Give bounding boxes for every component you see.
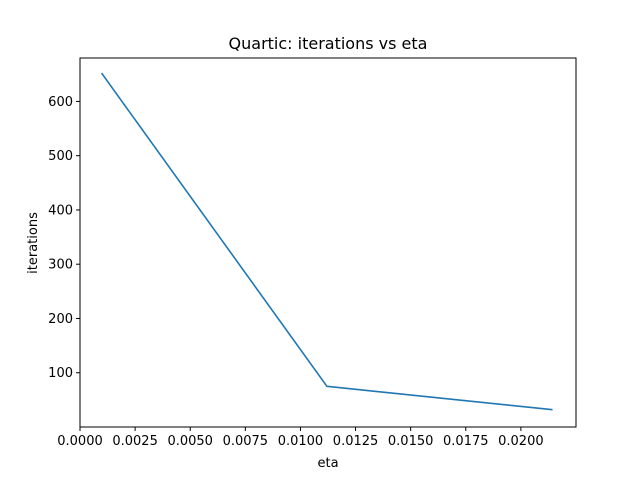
x-tick-label: 0.0000	[57, 434, 103, 449]
y-tick-label: 400	[48, 203, 73, 218]
y-axis-label: iterations	[26, 212, 41, 274]
series-line	[100, 72, 553, 411]
x-tick-label: 0.0075	[223, 434, 269, 449]
axes-frame	[79, 57, 577, 428]
x-tick-label: 0.0050	[167, 434, 213, 449]
x-axis-ticks: 0.0000 0.0025 0.0050 0.0075 0.0100 0.0125 0.01…	[57, 427, 544, 449]
y-axis-ticks: 100 200 300 400 500 600	[48, 95, 80, 381]
x-tick-label: 0.0025	[112, 434, 158, 449]
y-tick-label: 500	[48, 149, 73, 164]
y-tick-label: 600	[48, 95, 73, 110]
x-tick-label: 0.0100	[278, 434, 324, 449]
x-tick-label: 0.0200	[498, 434, 544, 449]
x-tick-label: 0.0150	[388, 434, 434, 449]
plot-area	[80, 58, 576, 427]
chart-title: Quartic: iterations vs eta	[229, 34, 428, 53]
x-tick-label: 0.0175	[443, 434, 489, 449]
y-tick-label: 300	[48, 258, 73, 273]
series-layer	[100, 72, 553, 411]
plot-background	[80, 58, 576, 427]
x-axis-label: eta	[317, 456, 338, 471]
x-tick-label: 0.0125	[333, 434, 379, 449]
y-tick-label: 100	[48, 366, 73, 381]
y-tick-label: 200	[48, 312, 73, 327]
